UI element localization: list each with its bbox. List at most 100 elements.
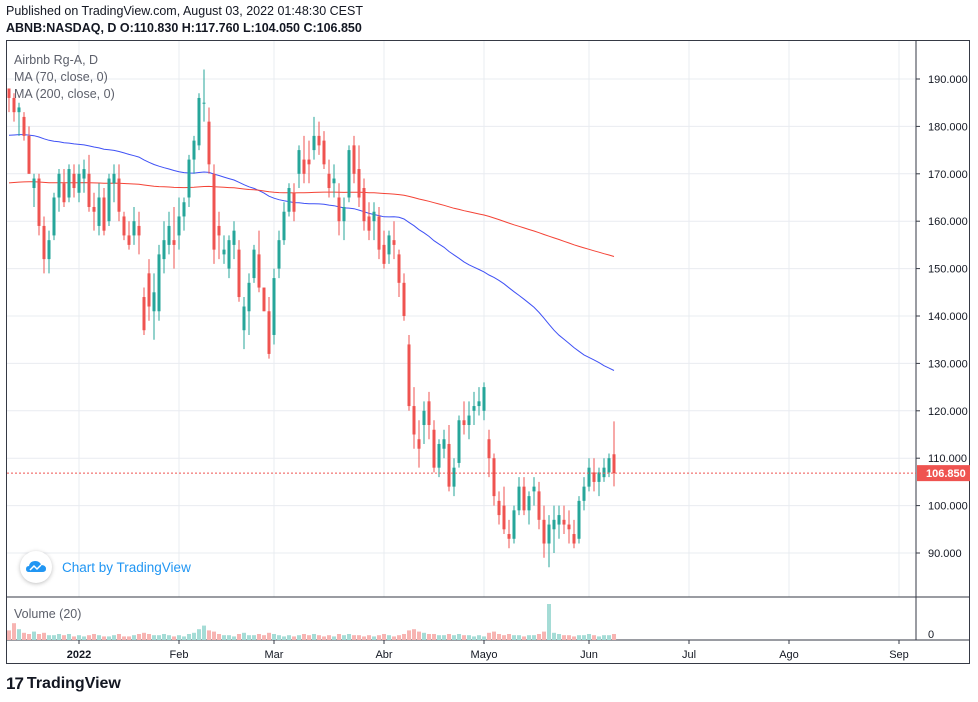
volume-bar (162, 634, 166, 640)
candle-body (522, 486, 526, 511)
volume-bar (602, 635, 606, 640)
volume-bar (117, 634, 121, 640)
volume-bar (422, 632, 426, 640)
x-tick-label: Jun (580, 649, 598, 661)
volume-bar (472, 636, 476, 640)
candle-body (227, 240, 231, 269)
candle-body (412, 406, 416, 435)
candle-body (107, 178, 111, 222)
candle-body (537, 491, 541, 520)
volume-bar (577, 635, 581, 640)
candle-body (337, 197, 341, 222)
volume-bar (442, 635, 446, 640)
volume-bar (477, 635, 481, 640)
symbol: ABNB:NASDAQ, D (6, 21, 117, 35)
candle-body (547, 524, 551, 544)
volume-bar (562, 635, 566, 640)
volume-bar (292, 636, 296, 640)
candle-body (542, 519, 546, 544)
candle-body (597, 472, 601, 482)
y-tick-label: 180.000 (928, 121, 968, 133)
candle-body (307, 159, 311, 165)
volume-bar (132, 635, 136, 640)
candle-body (157, 254, 161, 312)
volume-bar (242, 632, 246, 640)
volume-bar (557, 634, 561, 640)
footer-brand-text: TradingView (26, 675, 121, 692)
candle-body (432, 429, 436, 468)
candle-body (67, 169, 71, 198)
candle-body (357, 169, 361, 198)
chart-by-tradingview[interactable]: Chart by TradingView (20, 550, 208, 584)
y-tick-label: 190.000 (928, 74, 968, 86)
volume-bar (32, 631, 36, 640)
volume-bar (67, 634, 71, 640)
ohlc-line: ABNB:NASDAQ, D O:110.830 H:117.760 L:104… (6, 21, 362, 35)
volume-bar (362, 636, 366, 640)
candle-body (317, 135, 321, 146)
volume-bar (512, 635, 516, 640)
candle-body (172, 240, 176, 245)
volume-bar (537, 634, 541, 640)
x-tick-label: Feb (170, 649, 189, 661)
candle-body (267, 311, 271, 354)
candle-body (457, 420, 461, 463)
candle-body (612, 454, 616, 474)
candle-body (117, 178, 121, 212)
legend-title[interactable]: Airbnb Rg-A, D (14, 53, 99, 67)
candle-body (187, 159, 191, 198)
candle-body (212, 173, 216, 250)
candle-body (87, 173, 91, 207)
volume-bar (552, 632, 556, 640)
volume-bar (227, 635, 231, 640)
volume-bar (342, 635, 346, 640)
candle-body (322, 140, 326, 165)
candle-body (312, 135, 316, 151)
candle-body (332, 178, 336, 184)
volume-bar (232, 636, 236, 640)
candle-body (47, 240, 51, 260)
volume-bar (97, 635, 101, 640)
candle-body (472, 406, 476, 411)
open-label: O: (119, 21, 134, 35)
volume-bar (192, 632, 196, 640)
volume-bar (572, 636, 576, 640)
y-tick-label: 150.000 (928, 264, 968, 276)
volume-bar (282, 636, 286, 640)
candle-body (102, 197, 106, 231)
y-tick-label: 130.000 (928, 358, 968, 370)
candle-body (137, 225, 141, 236)
volume-bar (212, 631, 216, 640)
candle-body (577, 500, 581, 539)
volume-bar (272, 634, 276, 640)
legend-ma70[interactable]: MA (70, close, 0) (14, 70, 108, 84)
candle-body (482, 387, 486, 411)
volume-bar (427, 634, 431, 640)
candle-body (142, 297, 146, 331)
low-value: 104.050 (254, 21, 300, 35)
legend-volume[interactable]: Volume (20) (14, 607, 82, 621)
volume-bar (37, 634, 41, 640)
candle-body (97, 197, 101, 226)
x-tick-label: Mar (265, 649, 284, 661)
candle-body (587, 467, 591, 487)
candle-body (342, 206, 346, 222)
candle-body (387, 235, 391, 255)
candle-body (62, 183, 66, 203)
candle-body (147, 273, 151, 307)
candle-body (492, 458, 496, 497)
y-tick-label: 170.000 (928, 169, 968, 181)
footer-brand[interactable]: 17 TradingView (6, 674, 121, 694)
volume-bar (112, 635, 116, 640)
legend-ma200[interactable]: MA (200, close, 0) (14, 87, 115, 101)
candle-body (602, 467, 606, 478)
candle-body (422, 410, 426, 426)
candle-body (257, 254, 261, 288)
candle-body (417, 439, 421, 449)
candle-body (297, 150, 301, 174)
volume-bar (522, 636, 526, 640)
volume-bar (452, 635, 456, 640)
volume-bar (492, 631, 496, 640)
watermark-text[interactable]: Chart by TradingView (62, 559, 191, 575)
